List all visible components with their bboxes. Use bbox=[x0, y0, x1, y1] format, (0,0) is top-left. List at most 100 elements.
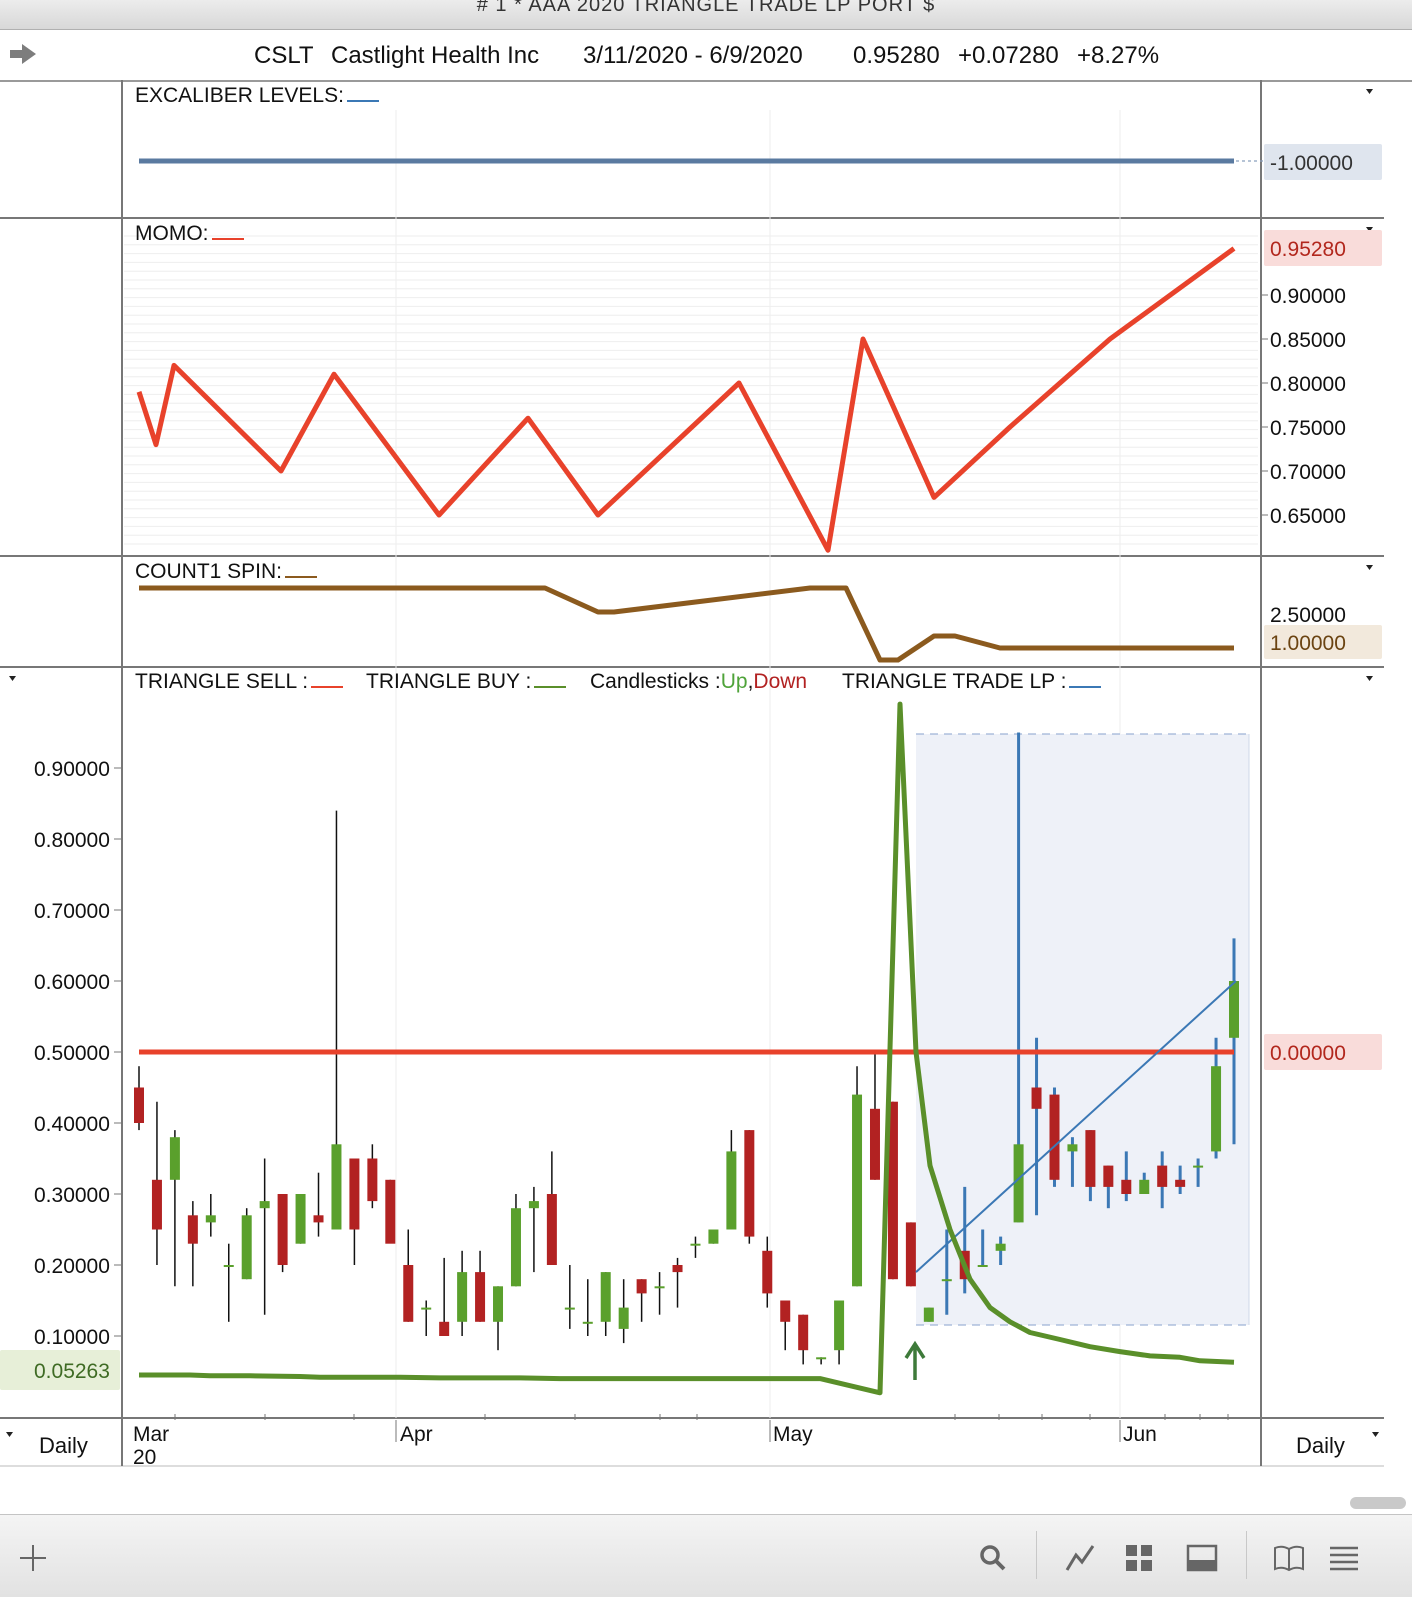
momo-tick-label: 0.75000 bbox=[1270, 417, 1346, 440]
candle-up bbox=[205, 1215, 216, 1223]
excaliber-price-label: -1.00000 bbox=[1270, 152, 1353, 175]
count1-spin-pane: 2.50000 1.00000 bbox=[139, 585, 1382, 663]
candle-down bbox=[672, 1265, 683, 1273]
candle-down bbox=[798, 1314, 809, 1351]
momo-tick-label: 0.85000 bbox=[1270, 329, 1346, 352]
candle-up bbox=[510, 1208, 521, 1287]
candle-up bbox=[618, 1307, 629, 1329]
dropdown-icon bbox=[1366, 676, 1373, 681]
grid-icon[interactable] bbox=[1124, 1543, 1154, 1573]
candle-up bbox=[241, 1215, 252, 1280]
candle-up bbox=[1139, 1179, 1150, 1194]
percent-change: +8.27% bbox=[1077, 42, 1160, 69]
bottom-toolbar bbox=[0, 1514, 1412, 1597]
count1-spin-line bbox=[139, 585, 1234, 663]
momo-line bbox=[136, 246, 1236, 553]
candle-down bbox=[439, 1321, 450, 1336]
candle-up bbox=[834, 1300, 845, 1351]
dropdown-icon bbox=[1366, 89, 1373, 94]
candle-down bbox=[1049, 1094, 1060, 1180]
candle-up bbox=[582, 1321, 593, 1324]
candle-up bbox=[1211, 1066, 1222, 1152]
candle-up bbox=[493, 1286, 504, 1322]
chart-area[interactable]: -1.00000 0.90000 0.85000 0.80000 0.75000 0.7… bbox=[0, 0, 1412, 1514]
candle-up bbox=[1193, 1165, 1204, 1168]
candle-down bbox=[187, 1215, 198, 1244]
candle-up bbox=[564, 1307, 575, 1310]
timeframe-left[interactable]: Daily bbox=[39, 1433, 88, 1458]
candle-down bbox=[636, 1279, 647, 1294]
triangle-trade-lp-legend: TRIANGLE TRADE LP : bbox=[842, 670, 1102, 694]
candle-up bbox=[708, 1229, 719, 1244]
candle-down bbox=[134, 1087, 144, 1123]
triangle-sell-legend: TRIANGLE SELL : bbox=[135, 670, 344, 694]
dropdown-icon bbox=[6, 1432, 13, 1437]
sell-price-box bbox=[1264, 1034, 1382, 1070]
candlesticks-legend: Candlesticks :Up,Down bbox=[590, 670, 808, 693]
price-tick-label: 0.60000 bbox=[34, 971, 110, 994]
candle-up bbox=[941, 1279, 952, 1282]
candle-up bbox=[421, 1307, 432, 1310]
candle-down bbox=[887, 1101, 898, 1280]
candle-down bbox=[1121, 1179, 1132, 1194]
horizontal-scrollbar[interactable] bbox=[1350, 1497, 1406, 1509]
triangle-trade-lp-line bbox=[915, 980, 1237, 1273]
arrow-right-icon[interactable] bbox=[8, 42, 38, 66]
candle-down bbox=[869, 1108, 880, 1180]
excaliber-price-box bbox=[1264, 144, 1382, 180]
menu-icon[interactable] bbox=[1328, 1543, 1360, 1573]
triangle-buy-legend: TRIANGLE BUY : bbox=[366, 670, 567, 694]
book-icon[interactable] bbox=[1272, 1543, 1306, 1573]
candle-down bbox=[744, 1130, 755, 1237]
price-tick-label: 0.50000 bbox=[34, 1042, 110, 1065]
buy-arrow-icon bbox=[904, 1340, 926, 1380]
candle-down bbox=[780, 1300, 791, 1322]
momo-pane: 0.90000 0.85000 0.80000 0.75000 0.70000 0.650… bbox=[124, 230, 1382, 553]
panel-icon[interactable] bbox=[1186, 1543, 1218, 1573]
candle-down bbox=[151, 1179, 162, 1230]
spin-tick-label: 2.50000 bbox=[1270, 604, 1346, 627]
candle-down bbox=[1031, 1087, 1042, 1109]
candle-up bbox=[852, 1094, 863, 1287]
symbol[interactable]: CSLT bbox=[254, 42, 314, 69]
window-title: # 1 * AAA 2020 TRIANGLE TRADE LP PORT $ bbox=[476, 0, 936, 16]
candle-down bbox=[905, 1222, 916, 1287]
price-tick-label: 0.10000 bbox=[34, 1326, 110, 1349]
x-label-jun: Jun bbox=[1123, 1423, 1157, 1446]
company-name: Castlight Health Inc bbox=[331, 42, 540, 69]
plus-icon[interactable] bbox=[18, 1543, 48, 1573]
candle-down bbox=[349, 1158, 360, 1230]
candle-down bbox=[1103, 1165, 1114, 1187]
dropdown-icon bbox=[1366, 565, 1373, 570]
candle-up bbox=[923, 1307, 934, 1322]
toolbar-separator bbox=[1036, 1531, 1037, 1579]
x-label-year: 20 bbox=[133, 1446, 156, 1469]
candle-down bbox=[546, 1194, 557, 1265]
spin-price-box bbox=[1264, 625, 1382, 659]
candle-up bbox=[995, 1243, 1006, 1251]
candle-up bbox=[1229, 981, 1239, 1038]
price-tick-label: 0.20000 bbox=[34, 1255, 110, 1278]
price-change: +0.07280 bbox=[958, 42, 1059, 69]
date-range: 3/11/2020 - 6/9/2020 bbox=[583, 42, 803, 69]
candle-up bbox=[1067, 1144, 1078, 1152]
line-chart-icon[interactable] bbox=[1064, 1543, 1096, 1573]
candle-down bbox=[1157, 1165, 1168, 1187]
candle-up bbox=[331, 1144, 342, 1230]
triangle-buy-line bbox=[139, 701, 1235, 1396]
dropdown-icon bbox=[1366, 227, 1373, 232]
timeframe-right[interactable]: Daily bbox=[1296, 1433, 1345, 1458]
dropdown-icon bbox=[1372, 1432, 1379, 1437]
x-label-apr: Apr bbox=[400, 1423, 433, 1446]
candle-down bbox=[277, 1194, 288, 1265]
buy-price-box bbox=[0, 1350, 120, 1390]
candle-up bbox=[528, 1201, 539, 1209]
candle-down bbox=[475, 1272, 486, 1322]
candle-down bbox=[367, 1158, 378, 1202]
candle-up bbox=[457, 1272, 468, 1322]
count1-spin-legend: COUNT1 SPIN: bbox=[135, 560, 318, 584]
candle-down bbox=[385, 1179, 396, 1244]
price-tick-label: 0.40000 bbox=[34, 1113, 110, 1136]
excaliber-legend: EXCALIBER LEVELS: bbox=[135, 84, 379, 108]
search-icon[interactable] bbox=[978, 1543, 1008, 1573]
